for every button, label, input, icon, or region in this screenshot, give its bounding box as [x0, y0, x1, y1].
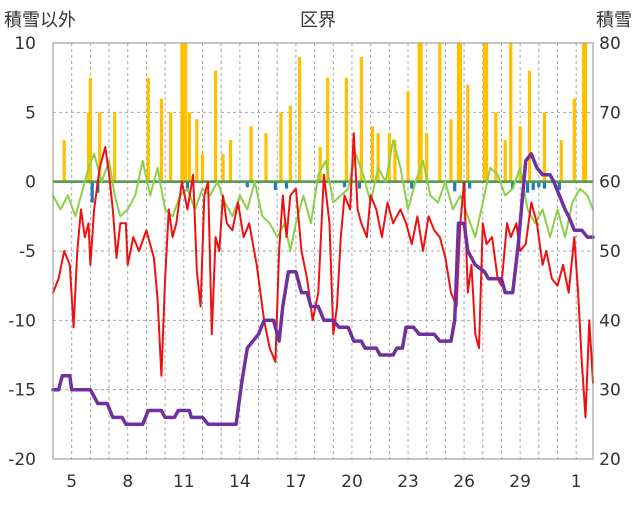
precipitation-bar [359, 56, 363, 182]
snow_change-bar [273, 181, 277, 190]
x-tick-label: 23 [397, 472, 419, 492]
right-tick-label: 40 [599, 311, 621, 331]
precipitation-bar [318, 147, 322, 182]
precipitation-bar [419, 43, 423, 182]
left-axis-label: 積雪以外 [4, 10, 76, 31]
precipitation-bar [184, 43, 188, 182]
right-tick-label: 30 [599, 381, 621, 401]
x-tick-label: 29 [509, 472, 531, 492]
snow_change-bar [284, 181, 289, 189]
precipitation-bar [370, 126, 375, 182]
right-tick-label: 50 [599, 242, 621, 262]
right-tick-label: 80 [599, 34, 621, 54]
precipitation-bar [279, 112, 283, 182]
precipitation-bar [200, 153, 205, 182]
left-tick-label: -10 [8, 311, 36, 331]
left-tick-label: -5 [19, 242, 36, 262]
left-tick-label: 0 [25, 173, 36, 193]
precipitation-bar [484, 43, 489, 182]
precipitation-bar [249, 126, 253, 182]
snow_change-bar [557, 181, 561, 190]
chart-title: 区界 [300, 10, 336, 31]
temperature_min-line [52, 139, 594, 252]
precipitation-bar [425, 133, 429, 182]
x-tick-label: 5 [66, 472, 77, 492]
snow_depth-line [51, 152, 595, 427]
right-tick-label: 70 [599, 103, 621, 123]
precipitation-bar [182, 43, 186, 182]
precipitation-bar [458, 43, 462, 182]
plot-frame [52, 42, 594, 460]
right-tick-label: 60 [599, 173, 621, 193]
snow_change-bar [531, 181, 535, 190]
snow_change-bar [542, 181, 547, 189]
precipitation-bar [542, 112, 547, 182]
precipitation-bar [344, 77, 348, 182]
precipitation-bar [494, 112, 498, 182]
left-tick-label: -20 [8, 450, 36, 470]
precipitation-bar [228, 140, 233, 182]
snow_change-bar [526, 181, 530, 193]
precipitation-bar [62, 140, 66, 182]
precipitation-bar [503, 140, 507, 182]
left-tick-label: -15 [8, 381, 36, 401]
temperature_max-line [52, 132, 594, 419]
precipitation-bar [449, 119, 453, 182]
precipitation-bar [298, 56, 302, 182]
precipitation-bar [264, 133, 268, 182]
snow_change-bar [185, 181, 190, 192]
precipitation-bar [456, 43, 461, 182]
precipitation-bar [180, 43, 184, 182]
x-tick-label: 8 [122, 472, 133, 492]
precipitation-bar [187, 112, 192, 182]
precipitation-bar [583, 43, 588, 182]
precipitation-bar [509, 43, 513, 182]
precipitation-bar [326, 77, 330, 182]
precipitation-bar [221, 153, 225, 182]
precipitation-bar [146, 77, 150, 182]
precipitation-bar [376, 133, 380, 182]
precipitation-bar [582, 43, 586, 182]
x-tick-label: 14 [229, 472, 251, 492]
left-tick-label: 10 [14, 34, 36, 54]
precipitation-bar [483, 43, 487, 182]
precipitation-bar [159, 98, 163, 182]
snow_change-bar [342, 181, 347, 188]
precipitation-bar [88, 77, 92, 182]
precipitation-bar [417, 43, 421, 182]
right-tick-label: 20 [599, 450, 621, 470]
precipitation-bar [527, 70, 532, 182]
precipitation-bar [572, 98, 576, 182]
precipitation-bar [213, 70, 218, 182]
precipitation-bar [113, 112, 117, 182]
snow_change-bar [453, 181, 457, 192]
precipitation-bar [406, 91, 410, 182]
precipitation-bar [86, 112, 91, 182]
x-tick-label: 1 [571, 472, 582, 492]
x-tick-label: 11 [173, 472, 195, 492]
x-tick-label: 20 [341, 472, 363, 492]
x-tick-label: 17 [285, 472, 307, 492]
precipitation-bar [466, 84, 470, 182]
precipitation-bar [518, 126, 522, 182]
snow_change-bar [410, 181, 414, 189]
precipitation-bar [393, 140, 397, 182]
precipitation-bar [195, 119, 199, 182]
precipitation-bar [438, 43, 442, 182]
snow_change-bar [511, 181, 515, 189]
precipitation-bar [98, 112, 102, 182]
snow_change-bar [245, 181, 249, 188]
snow_change-bar [468, 181, 472, 189]
x-tick-label: 26 [453, 472, 475, 492]
precipitation-bar [169, 112, 173, 182]
precipitation-bar [288, 105, 292, 182]
left-tick-label: 5 [25, 103, 36, 123]
snow_change-bar [537, 181, 541, 188]
snow_change-bar [90, 181, 94, 203]
right-axis-label: 積雪 [596, 10, 632, 31]
snow_change-bar [357, 181, 362, 189]
precipitation-bar [559, 140, 563, 182]
